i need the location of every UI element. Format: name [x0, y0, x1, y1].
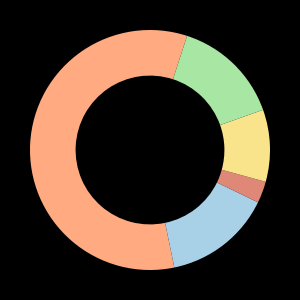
Wedge shape — [217, 170, 266, 202]
Wedge shape — [173, 36, 263, 125]
Wedge shape — [30, 30, 187, 270]
Wedge shape — [220, 110, 270, 182]
Wedge shape — [165, 182, 258, 268]
